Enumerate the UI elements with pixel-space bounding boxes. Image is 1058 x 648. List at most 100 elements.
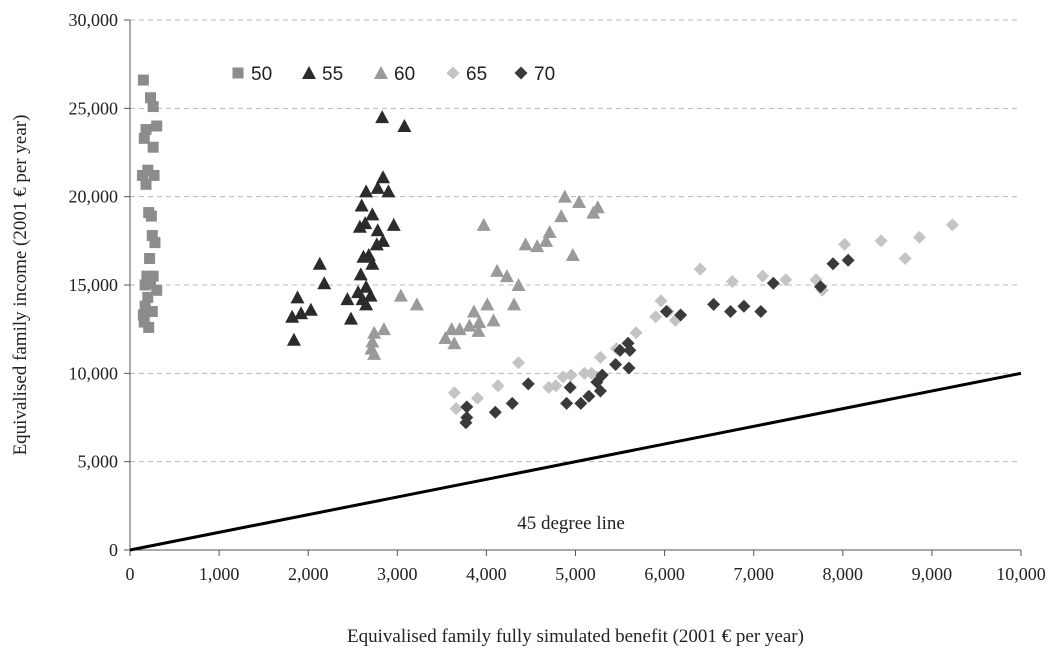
data-point-55: [317, 276, 332, 290]
data-point-55: [343, 311, 358, 325]
gridlines: [130, 19, 1021, 463]
data-point-65: [511, 356, 525, 370]
legend-marker-60: [374, 66, 388, 79]
data-point-65: [649, 310, 663, 324]
data-point-65: [629, 326, 643, 340]
data-point-60: [472, 315, 487, 329]
x-tick-label: 2,000: [288, 564, 329, 584]
x-tick-label: 8,000: [823, 564, 864, 584]
data-point-55: [376, 170, 391, 184]
data-point-50: [144, 277, 156, 289]
data-point-50: [144, 92, 156, 104]
y-tick-label: 10,000: [69, 363, 119, 383]
data-point-55: [294, 306, 309, 320]
data-point-55: [340, 292, 355, 306]
series-70: [459, 253, 855, 430]
data-point-55: [386, 217, 401, 231]
data-point-55: [369, 237, 384, 251]
x-tick-label: 0: [126, 564, 135, 584]
data-point-55: [290, 290, 305, 304]
data-point-50: [146, 230, 158, 242]
data-point-70: [609, 358, 623, 371]
x-axis-ticks: 0 1,000 2,000 3,000 4,000 5,000 6,000 7,000 8,00…: [126, 550, 1046, 584]
data-point-55: [397, 119, 412, 132]
data-point-60: [393, 288, 408, 302]
data-point-70: [563, 380, 577, 394]
data-point-60: [530, 239, 545, 253]
data-point-70: [707, 297, 721, 311]
data-point-50: [142, 164, 154, 176]
data-point-65: [898, 252, 912, 265]
data-point-70: [659, 305, 673, 318]
data-point-60: [471, 323, 486, 337]
data-point-70: [623, 343, 637, 357]
data-point-55: [363, 288, 378, 302]
data-point-65: [874, 234, 888, 248]
data-point-65: [779, 273, 793, 287]
data-point-70: [613, 343, 627, 357]
y-tick-label: 20,000: [69, 187, 119, 207]
data-point-55: [375, 110, 390, 124]
data-point-65: [593, 350, 607, 364]
data-point-50: [151, 120, 163, 132]
data-point-60: [557, 189, 572, 203]
data-point-60: [367, 346, 382, 360]
data-point-65: [838, 237, 852, 251]
legend: 50 55 60 65 70: [232, 64, 555, 85]
data-point-70: [459, 416, 473, 430]
data-point-70: [593, 384, 607, 398]
data-point-50: [142, 291, 154, 303]
data-point-60: [499, 269, 514, 283]
data-point-60: [518, 237, 533, 251]
data-point-70: [460, 400, 474, 414]
data-point-60: [447, 336, 462, 350]
legend-marker-55: [302, 66, 316, 79]
data-point-60: [554, 209, 569, 223]
data-point-50: [137, 74, 149, 86]
data-point-50: [147, 141, 159, 153]
data-point-50: [137, 309, 149, 321]
data-point-60: [490, 263, 505, 277]
data-point-70: [814, 280, 828, 294]
data-point-55: [359, 297, 374, 311]
x-tick-label: 3,000: [377, 564, 418, 584]
data-point-60: [480, 297, 495, 311]
data-point-55: [365, 207, 380, 221]
y-tick-label: 0: [109, 540, 118, 560]
data-point-55: [359, 184, 374, 198]
data-point-70: [724, 305, 738, 318]
x-tick-label: 5,000: [555, 564, 596, 584]
data-point-60: [565, 247, 580, 261]
data-point-60: [511, 278, 526, 291]
data-point-60: [409, 297, 424, 311]
data-point-55: [359, 279, 374, 293]
data-point-55: [303, 302, 318, 316]
data-point-65: [556, 370, 570, 384]
x-tick-label: 4,000: [466, 564, 507, 584]
data-point-55: [353, 267, 368, 281]
data-point-60: [452, 322, 467, 336]
data-point-70: [505, 396, 519, 410]
x-tick-label: 1,000: [199, 564, 240, 584]
x-tick-label: 6,000: [644, 564, 685, 584]
data-point-65: [693, 262, 707, 276]
data-point-70: [622, 361, 636, 375]
reference-line-group: 45 degree line: [129, 371, 1022, 552]
x-tick-label: 9,000: [912, 564, 953, 584]
data-point-60: [486, 313, 501, 327]
data-point-55: [312, 256, 327, 270]
data-point-60: [586, 205, 601, 219]
data-point-70: [766, 276, 780, 290]
legend-marker-65: [446, 66, 460, 80]
data-point-50: [139, 300, 151, 312]
data-point-65: [470, 391, 484, 405]
data-point-50: [140, 124, 152, 136]
data-point-70: [841, 253, 855, 267]
series-50: [136, 74, 163, 333]
legend-label-70: 70: [534, 64, 555, 85]
data-point-65: [912, 230, 926, 244]
reference-line-label: 45 degree line: [517, 513, 625, 534]
data-point-60: [466, 304, 481, 318]
data-point-50: [149, 237, 161, 249]
